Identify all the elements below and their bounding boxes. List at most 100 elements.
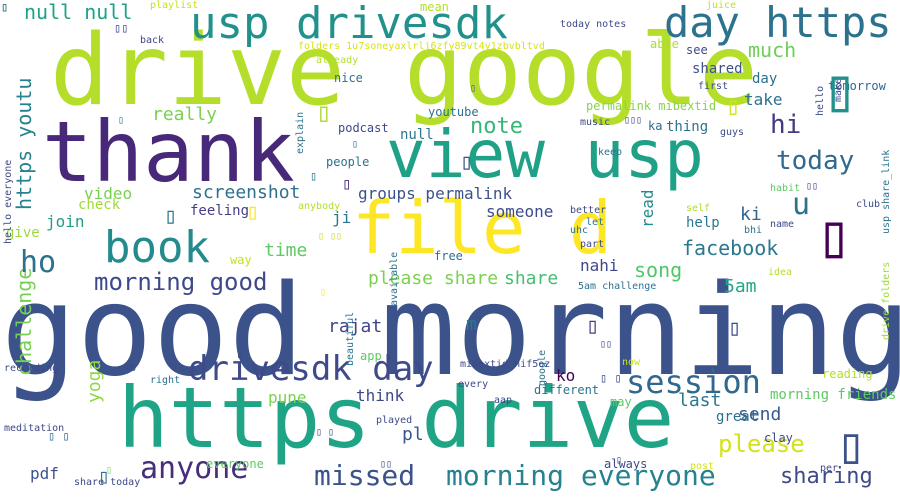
cloud-word: m	[466, 314, 477, 335]
cloud-word: keep	[598, 147, 623, 158]
cloud-word: nahi	[580, 256, 619, 275]
cloud-word: u	[792, 187, 811, 222]
cloud-word: ▯	[1, 0, 9, 14]
cloud-word: today notes	[560, 19, 627, 30]
cloud-word: first	[698, 81, 729, 92]
cloud-word: shared	[692, 61, 743, 77]
cloud-word: music	[580, 117, 611, 128]
cloud-word: right	[150, 375, 181, 386]
cloud-word: morning good	[94, 268, 268, 296]
cloud-word: pl	[402, 424, 424, 445]
cloud-word: people	[326, 155, 370, 169]
cloud-word: share today	[74, 477, 141, 488]
cloud-word: ▯	[342, 174, 352, 193]
cloud-word: ▯▯▯	[624, 115, 643, 126]
cloud-word: clay	[764, 431, 793, 445]
cloud-word: ▯▯	[114, 21, 129, 35]
cloud-word: day https	[664, 0, 892, 47]
cloud-word: usp drivesdk	[190, 0, 508, 49]
cloud-word: ▯	[118, 115, 125, 126]
cloud-word: day	[752, 71, 778, 87]
cloud-word: ▯	[352, 139, 359, 150]
cloud-word: nice	[334, 71, 363, 85]
cloud-word: youtube	[428, 105, 479, 119]
cloud-word: ▯	[1, 0, 9, 14]
cloud-word: ka	[648, 119, 663, 133]
cloud-word: ▯	[816, 201, 853, 271]
cloud-word: beautiful	[345, 311, 356, 366]
cloud-word: ho	[20, 245, 57, 280]
cloud-word: way	[230, 253, 252, 267]
cloud-word: free	[434, 249, 463, 263]
cloud-word: pune	[268, 388, 307, 407]
cloud-word: ▯	[460, 150, 474, 175]
cloud-word: tomorrow	[828, 79, 886, 93]
cloud-word: read	[638, 189, 657, 229]
cloud-word: usp share_link	[881, 149, 892, 234]
cloud-word: please	[718, 430, 805, 458]
cloud-word: really	[152, 104, 218, 125]
cloud-word: different	[534, 383, 600, 397]
cloud-word: https drive	[118, 369, 675, 467]
cloud-word: meditation	[4, 423, 65, 434]
cloud-word: able	[650, 37, 679, 51]
cloud-word: rajat	[328, 316, 383, 337]
cloud-word: give	[6, 225, 40, 241]
cloud-word: ▯	[470, 83, 477, 94]
cloud-word: always	[604, 457, 648, 471]
cloud-word: 5am	[724, 276, 757, 297]
cloud-word: null null	[24, 0, 133, 24]
cloud-word: reading	[822, 367, 873, 381]
cloud-word: someone	[486, 202, 554, 221]
cloud-word: ▯▯	[806, 181, 819, 192]
cloud-word: share	[504, 268, 559, 289]
cloud-word: screenshot	[192, 182, 301, 203]
cloud-word: drivesdk day	[188, 349, 434, 389]
cloud-word: 5am challenge	[578, 281, 657, 292]
cloud-word: habit	[770, 183, 801, 194]
cloud-word: ▯▯	[600, 339, 613, 350]
cloud-word: book	[104, 222, 210, 273]
cloud-word: ▯	[98, 464, 111, 488]
cloud-word: groups permalink	[358, 184, 513, 203]
cloud-word: ▯	[586, 314, 600, 339]
cloud-word: think	[356, 386, 405, 405]
cloud-word: juice	[706, 0, 737, 11]
cloud-word: guys	[720, 127, 745, 138]
cloud-word: let	[586, 217, 605, 228]
cloud-word: today	[776, 146, 855, 176]
cloud-word: part	[580, 239, 605, 250]
cloud-word: ko	[556, 366, 576, 385]
cloud-word: missed	[314, 459, 416, 492]
cloud-word: ▯	[246, 200, 260, 225]
cloud-word: recording	[4, 363, 59, 374]
cloud-word: ki	[740, 204, 762, 225]
cloud-word: take	[744, 90, 783, 109]
cloud-word: may	[610, 395, 632, 409]
cloud-word: explain	[295, 111, 306, 154]
cloud-word: file d	[352, 186, 613, 270]
cloud-word: anyone	[140, 451, 249, 486]
cloud-word: yoga	[84, 359, 105, 404]
cloud-word: ▯	[164, 204, 178, 229]
cloud-word: see	[686, 43, 708, 57]
cloud-word: https youtu	[12, 77, 36, 210]
cloud-word: ▯	[726, 92, 741, 120]
cloud-word: facebook	[682, 236, 779, 260]
cloud-word: everyone	[206, 457, 264, 471]
cloud-word: ▯ ▯	[48, 429, 70, 443]
cloud-word: ▯ ▯▯	[318, 231, 343, 242]
cloud-word: morning everyone	[446, 459, 716, 492]
cloud-word: drive folders	[881, 261, 892, 340]
cloud-word: ▯	[320, 287, 327, 298]
cloud-word: help	[686, 215, 720, 231]
cloud-word: uhc	[570, 225, 589, 236]
cloud-word: ji	[332, 208, 352, 227]
cloud-word: per	[820, 463, 839, 474]
cloud-word: session	[626, 363, 761, 401]
cloud-word: bhi	[744, 225, 763, 236]
cloud-word: ▯	[822, 55, 859, 125]
cloud-word: feeling	[190, 203, 250, 219]
cloud-word: fb	[124, 363, 137, 374]
